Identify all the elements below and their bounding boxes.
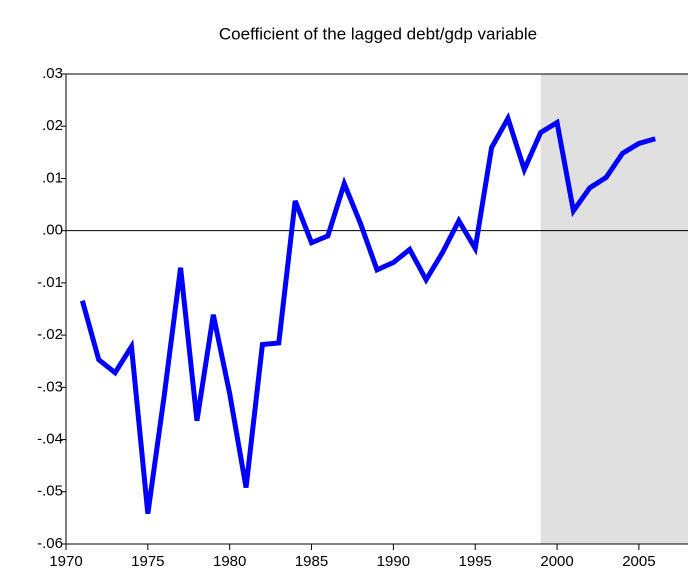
y-tick-label: -.01 (37, 274, 63, 291)
x-tick-label: 1970 (49, 553, 82, 570)
y-tick-label: .01 (42, 169, 63, 186)
x-tick-label: 2005 (622, 553, 655, 570)
x-tick-label: 1985 (295, 553, 328, 570)
y-tick-label: .02 (42, 117, 63, 134)
x-tick-label: 1995 (459, 553, 492, 570)
x-tick-label: 1975 (131, 553, 164, 570)
y-tick-label: .00 (42, 222, 63, 239)
shaded-region (540, 74, 688, 544)
y-tick-label: -.05 (37, 483, 63, 500)
y-tick-label: .03 (42, 65, 63, 82)
chart-title: Coefficient of the lagged debt/gdp varia… (219, 24, 537, 43)
y-tick-label: -.03 (37, 378, 63, 395)
x-tick-label: 2000 (540, 553, 573, 570)
y-tick-label: -.06 (37, 535, 63, 552)
y-tick-label: -.02 (37, 326, 63, 343)
y-tick-label: -.04 (37, 431, 63, 448)
series-line (79, 112, 656, 515)
x-tick-label: 1980 (213, 553, 246, 570)
x-tick-label: 1990 (377, 553, 410, 570)
frame (65, 73, 688, 545)
